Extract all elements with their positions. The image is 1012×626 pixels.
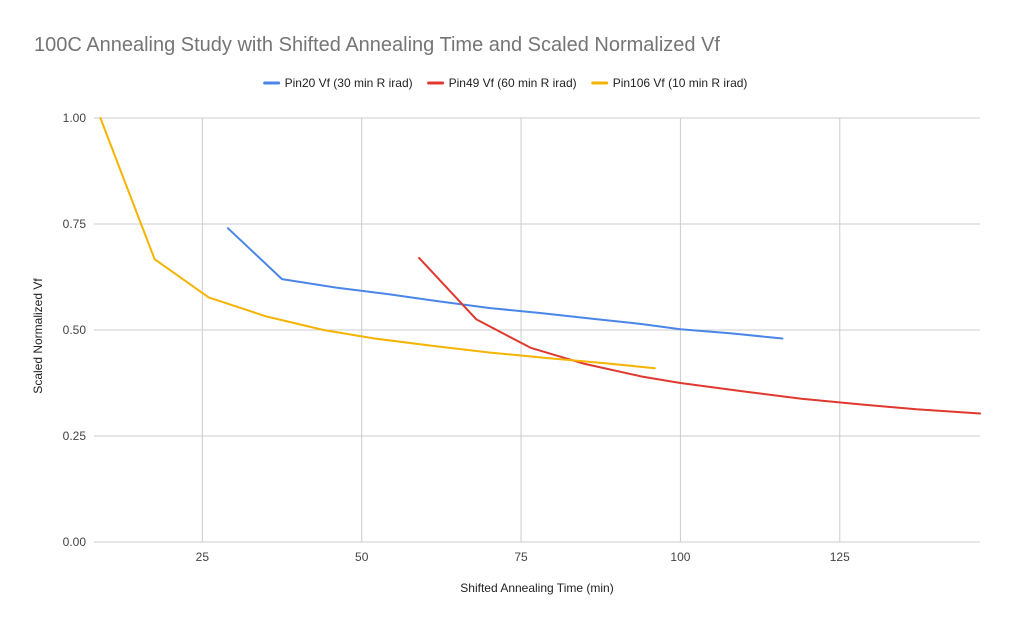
x-tick-label: 50	[355, 550, 369, 564]
y-tick-label: 0.50	[63, 323, 87, 337]
y-tick-label: 0.25	[63, 429, 87, 443]
x-tick-label: 25	[196, 550, 210, 564]
legend-item-1: Pin20 Vf (30 min R irad)	[263, 76, 413, 90]
series-group	[99, 117, 981, 415]
series-line-3	[99, 117, 656, 370]
legend-label: Pin106 Vf (10 min R irad)	[613, 76, 748, 90]
legend: Pin20 Vf (30 min R irad) Pin49 Vf (60 min…	[263, 76, 748, 90]
x-tick-label: 100	[670, 550, 690, 564]
y-axis-title: Scaled Normalized Vf	[31, 278, 45, 394]
legend-label: Pin49 Vf (60 min R irad)	[449, 76, 577, 90]
series-line-2	[418, 256, 981, 415]
y-tick-label: 0.00	[63, 535, 87, 549]
chart-title: 100C Annealing Study with Shifted Anneal…	[34, 34, 720, 56]
y-axis-ticks: 0.00 0.25 0.50 0.75 1.00	[63, 111, 87, 549]
series-line-1	[226, 227, 784, 340]
y-tick-label: 1.00	[63, 111, 87, 125]
legend-label: Pin20 Vf (30 min R irad)	[285, 76, 413, 90]
y-tick-label: 0.75	[63, 217, 87, 231]
gridlines	[94, 117, 980, 543]
x-axis-title: Shifted Annealing Time (min)	[460, 581, 613, 595]
x-axis-ticks: 25 50 75 100 125	[196, 550, 850, 564]
legend-item-2: Pin49 Vf (60 min R irad)	[427, 76, 577, 90]
legend-item-3: Pin106 Vf (10 min R irad)	[591, 76, 748, 90]
x-tick-label: 125	[830, 550, 850, 564]
x-tick-label: 75	[514, 550, 528, 564]
